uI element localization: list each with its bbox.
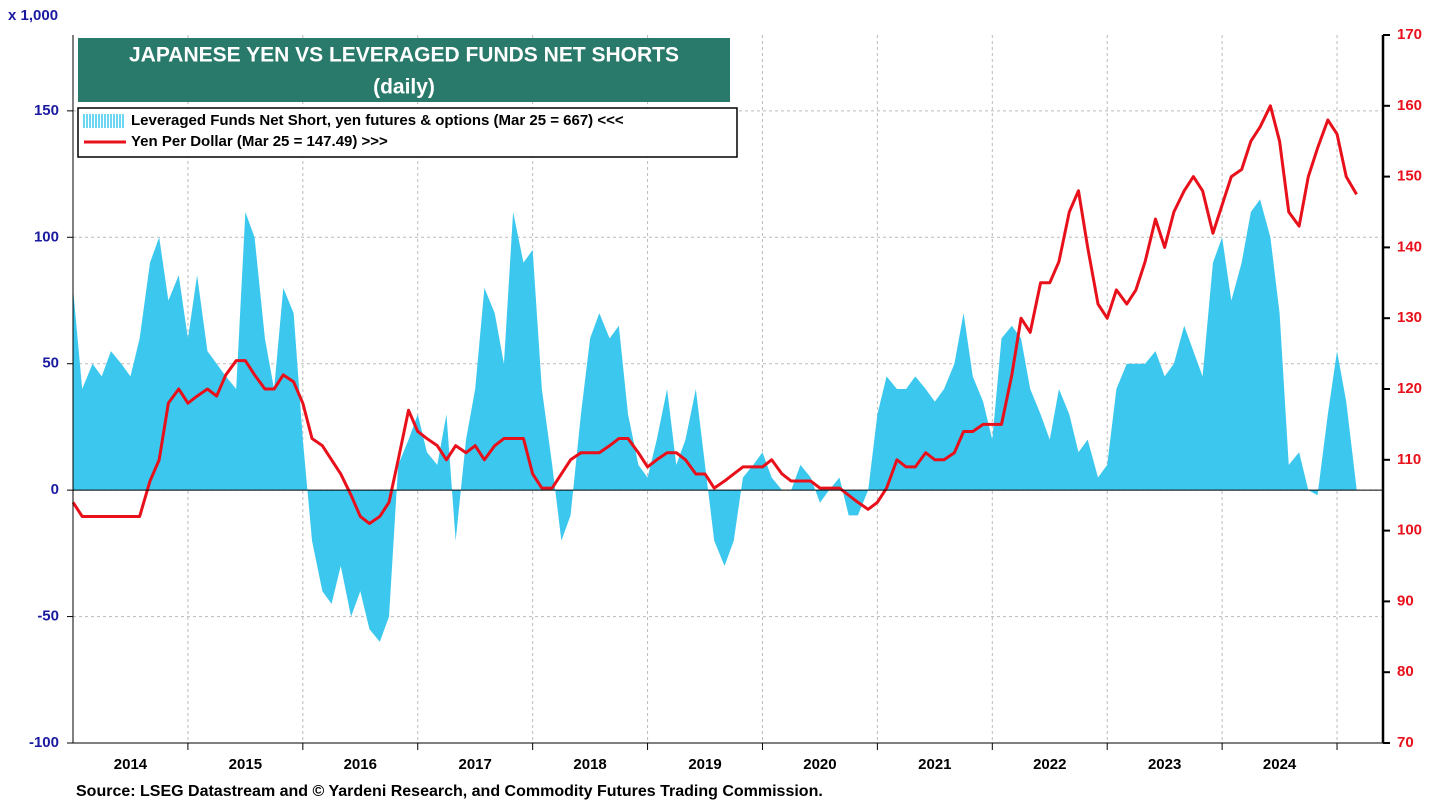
y2-tick-label: 80 <box>1397 663 1414 680</box>
source: Source: LSEG Datastream and © Yardeni Re… <box>76 783 823 800</box>
y2-tick-label: 110 <box>1397 451 1421 468</box>
y2-tick-label: 90 <box>1397 592 1414 609</box>
y2-tick-label: 150 <box>1397 168 1422 185</box>
legend-box <box>77 107 738 158</box>
x-tick-label: 2020 <box>803 756 836 773</box>
y2-tick-label: 130 <box>1397 309 1422 326</box>
x-tick-label: 2021 <box>918 756 951 773</box>
y-tick-label: 100 <box>34 228 59 245</box>
x-tick-label: 2017 <box>459 756 492 773</box>
x-tick-label: 2023 <box>1148 756 1181 773</box>
x-tick-label: 2018 <box>573 756 606 773</box>
chart-title: JAPANESE YEN VS LEVERAGED FUNDS NET SHOR… <box>129 44 679 67</box>
y-unit-label: x 1,000 <box>8 7 58 24</box>
x-tick-label: 2022 <box>1033 756 1066 773</box>
x-tick-label: 2014 <box>114 756 148 773</box>
net-short-area <box>73 199 1357 642</box>
y2-tick-label: 100 <box>1397 522 1422 539</box>
y-tick-label: 150 <box>34 102 59 119</box>
y-tick-label: 50 <box>42 355 59 372</box>
y2-tick-label: 140 <box>1397 238 1422 255</box>
legend-label: Leveraged Funds Net Short, yen futures &… <box>131 112 624 129</box>
y2-tick-label: 170 <box>1397 26 1422 43</box>
x-tick-label: 2016 <box>344 756 377 773</box>
y2-tick-label: 120 <box>1397 380 1422 397</box>
y2-tick-label: 70 <box>1397 734 1414 751</box>
chart-subtitle: (daily) <box>373 76 435 99</box>
x-tick-label: 2024 <box>1263 756 1297 773</box>
y-tick-label: 0 <box>51 481 59 498</box>
x-tick-label: 2019 <box>688 756 721 773</box>
y2-tick-label: 160 <box>1397 97 1422 114</box>
legend-label: Yen Per Dollar (Mar 25 = 147.49) >>> <box>131 133 388 150</box>
x-tick-label: 2015 <box>229 756 262 773</box>
title-box <box>78 38 730 102</box>
y-tick-label: -50 <box>37 608 59 625</box>
yen-line <box>71 104 1358 526</box>
y-tick-label: -100 <box>29 734 59 751</box>
